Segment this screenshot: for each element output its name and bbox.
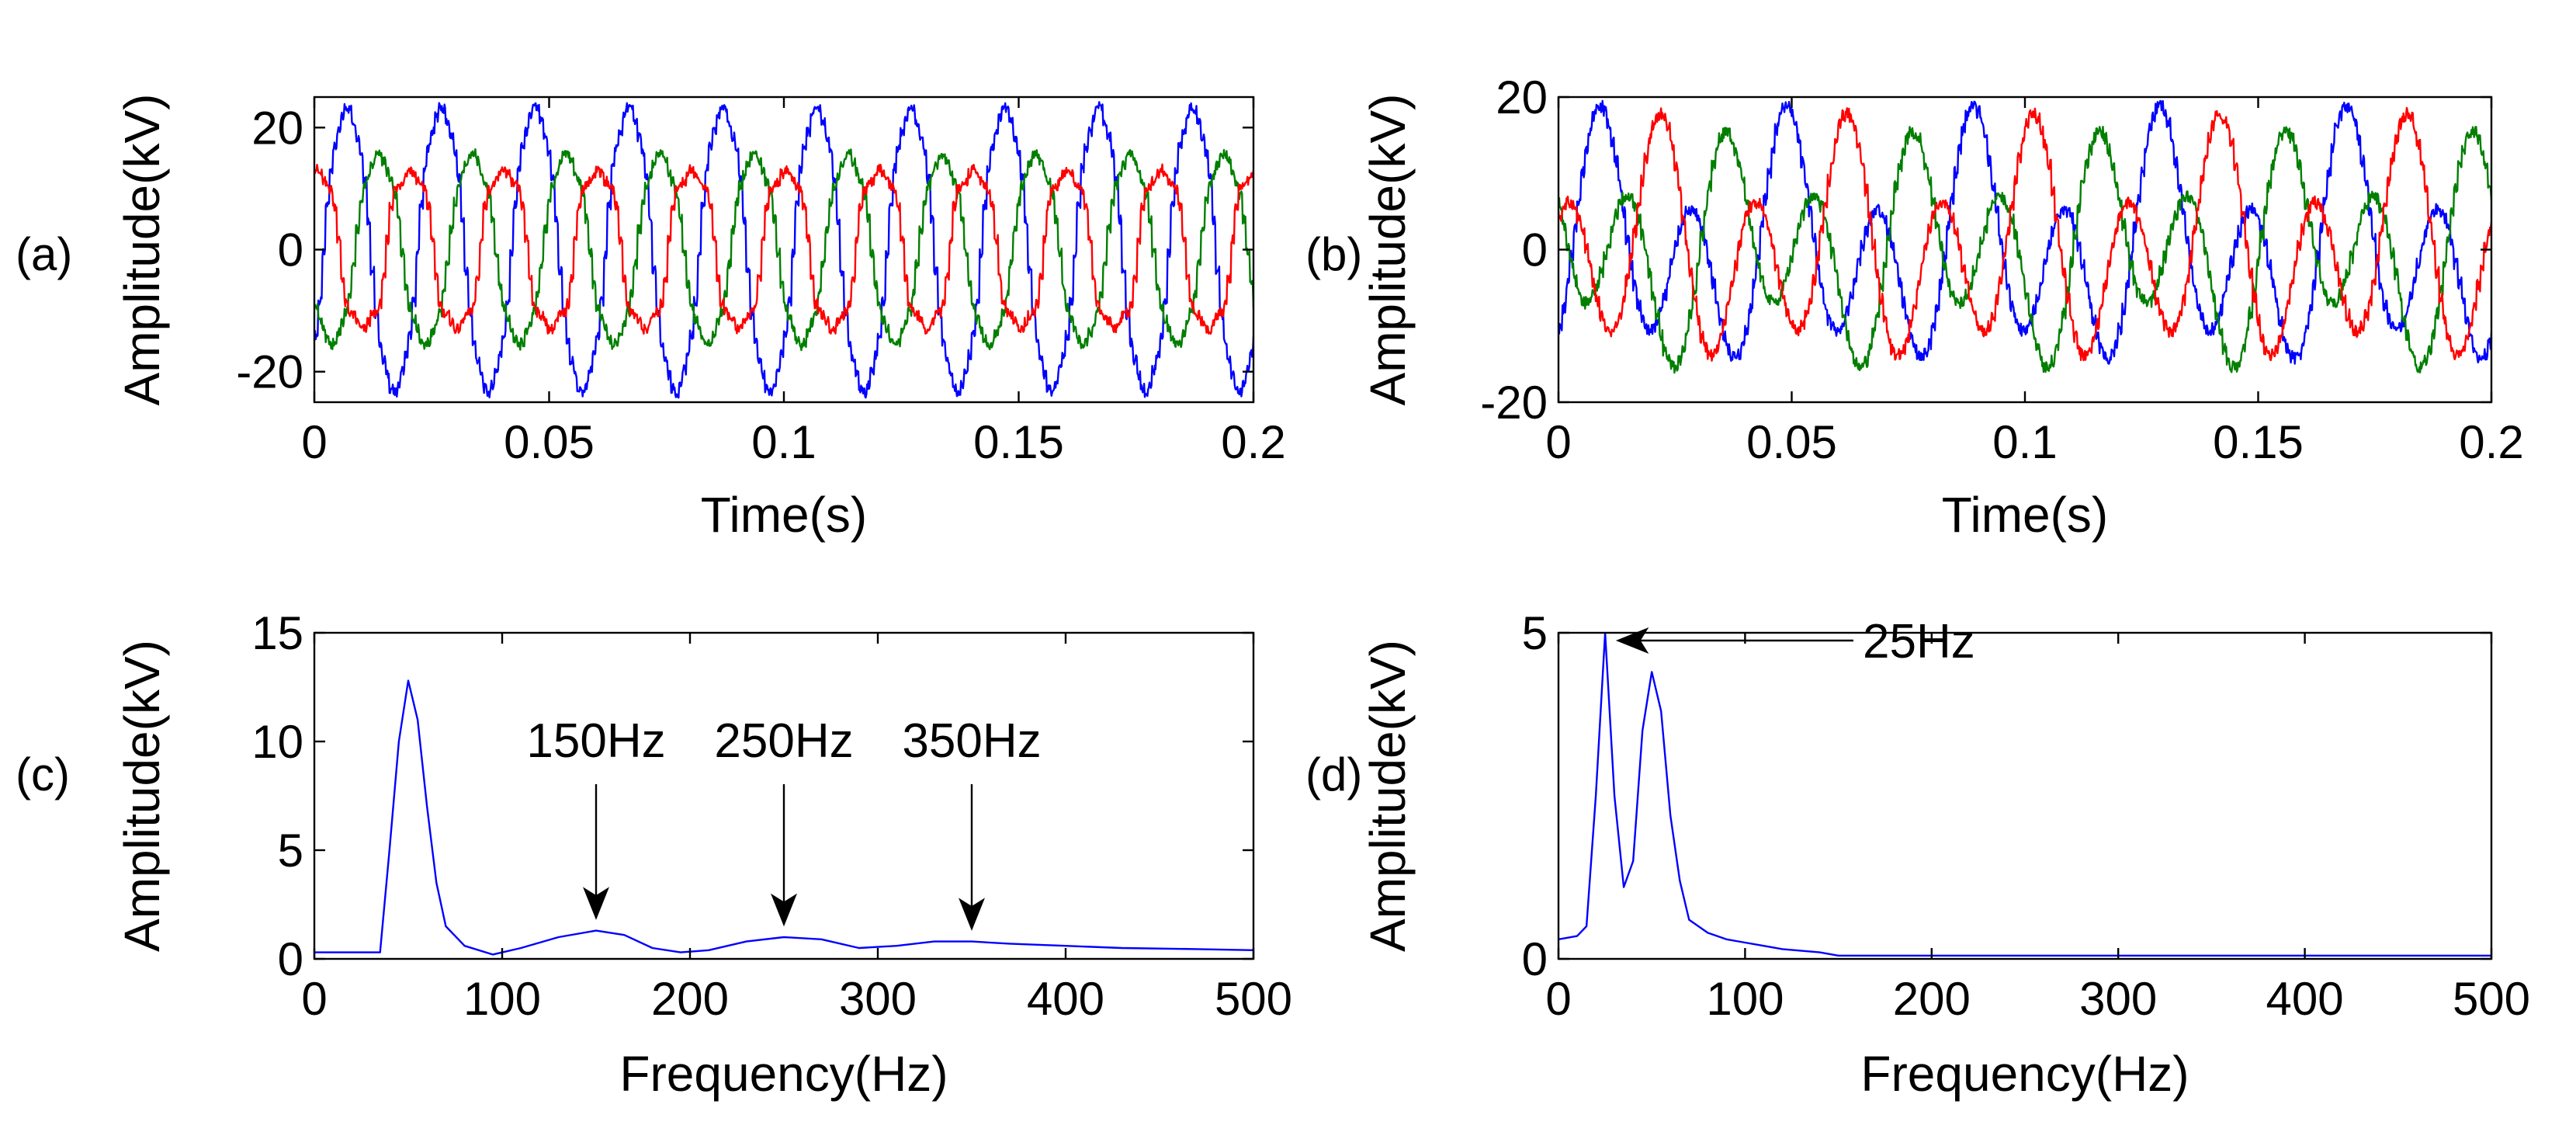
series-line-green-phase: [1558, 126, 2491, 374]
series-line-green-phase: [314, 148, 1253, 352]
axes-frame: [1557, 631, 2493, 960]
axes-frame: [1557, 96, 2493, 404]
panel-c: 0 100 200 300 400 500 0 5 10 15 Frequency(Hz) Ampli…: [16, 607, 1292, 1102]
x-axis-label: Frequency(Hz): [1860, 1046, 2189, 1102]
x-tick-label: 400: [1027, 973, 1104, 1025]
x-tick-label: 0.15: [973, 416, 1064, 468]
x-tick-label: 500: [2453, 973, 2530, 1025]
x-tick-label: 200: [651, 973, 729, 1025]
axes-frame: [313, 631, 1255, 960]
series-line-red-phase: [314, 163, 1253, 335]
y-tick-label: 0: [1522, 224, 1548, 276]
series-line-spectrum: [314, 679, 1253, 956]
panel-label: (b): [1305, 228, 1362, 280]
y-tick-label: 5: [278, 825, 303, 877]
x-axis-label: Frequency(Hz): [619, 1046, 948, 1102]
x-tick-label: 100: [463, 973, 541, 1025]
y-axis-label: Amplitude(kV): [1360, 94, 1416, 406]
x-axis-label: Time(s): [1942, 487, 2108, 543]
x-tick-label: 0.2: [2459, 416, 2523, 468]
y-tick-label: 0: [1522, 933, 1548, 985]
x-tick-label: 0: [301, 416, 327, 468]
y-tick-label: 20: [251, 102, 303, 154]
y-axis-label: Amplitude(kV): [114, 640, 170, 952]
x-tick-label: 200: [1893, 973, 1971, 1025]
x-tick-label: 0.2: [1221, 416, 1285, 468]
y-tick-label: 5: [1522, 607, 1548, 659]
x-tick-label: 400: [2266, 973, 2344, 1025]
panel-d: 0 100 200 300 400 500 0 5 Frequency(Hz) Amplitude…: [1305, 607, 2530, 1102]
series-group: [1558, 99, 2491, 374]
series-line-spectrum: [1558, 633, 2491, 957]
y-tick-label: 15: [251, 607, 303, 659]
x-tick-label: 0.1: [751, 416, 816, 468]
y-tick-label: 20: [1496, 71, 1548, 123]
y-tick-label: -20: [1480, 377, 1548, 429]
x-tick-label: 0.05: [1746, 416, 1837, 468]
x-tick-label: 0: [301, 973, 327, 1025]
annotation-label: 350Hz: [902, 714, 1041, 768]
y-axis-label: Amplitude(kV): [114, 94, 170, 406]
y-tick-label: 0: [278, 933, 303, 985]
y-tick-label: 0: [278, 224, 303, 276]
x-tick-label: 0.15: [2213, 416, 2304, 468]
series-group: [314, 679, 1253, 956]
series-line-red-phase: [1558, 106, 2491, 362]
x-tick-label: 500: [1215, 973, 1292, 1025]
panel-label: (c): [16, 748, 70, 800]
panel-label: (d): [1305, 748, 1362, 800]
x-tick-label: 0.1: [1992, 416, 2057, 468]
x-tick-label: 300: [2079, 973, 2157, 1025]
x-tick-label: 0.05: [504, 416, 595, 468]
x-tick-label: 300: [839, 973, 917, 1025]
series-group: [1558, 633, 2491, 957]
y-tick-label: -20: [236, 346, 303, 398]
panel-a: 0 0.05 0.1 0.15 0.2 -20 0 20 Time(s) Amplitude(kV…: [16, 94, 1286, 543]
x-tick-label: 0: [1545, 416, 1571, 468]
panel-label: (a): [16, 228, 72, 280]
x-tick-label: 100: [1706, 973, 1784, 1025]
x-axis-label: Time(s): [701, 487, 867, 543]
panel-b: 0 0.05 0.1 0.15 0.2-20020Time(s)Amplitude(kV…: [1305, 71, 2524, 543]
y-axis-label: Amplitude(kV): [1360, 640, 1416, 952]
annotation-label: 150Hz: [526, 714, 665, 768]
y-tick-label: 10: [251, 716, 303, 768]
annotation-label: 250Hz: [714, 714, 853, 768]
series-line-blue-phase: [314, 101, 1253, 399]
series-group: [314, 101, 1253, 399]
x-tick-label: 0: [1545, 973, 1571, 1025]
annotation-label: 25Hz: [1863, 615, 1975, 668]
series-line-blue-phase: [1558, 99, 2491, 365]
